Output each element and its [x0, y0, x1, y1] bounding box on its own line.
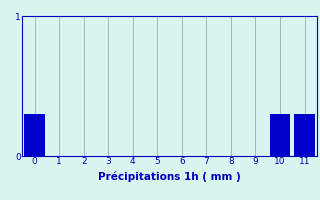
- X-axis label: Précipitations 1h ( mm ): Précipitations 1h ( mm ): [98, 172, 241, 182]
- Bar: [294, 114, 315, 156]
- Bar: [24, 114, 45, 156]
- Bar: [269, 114, 291, 156]
